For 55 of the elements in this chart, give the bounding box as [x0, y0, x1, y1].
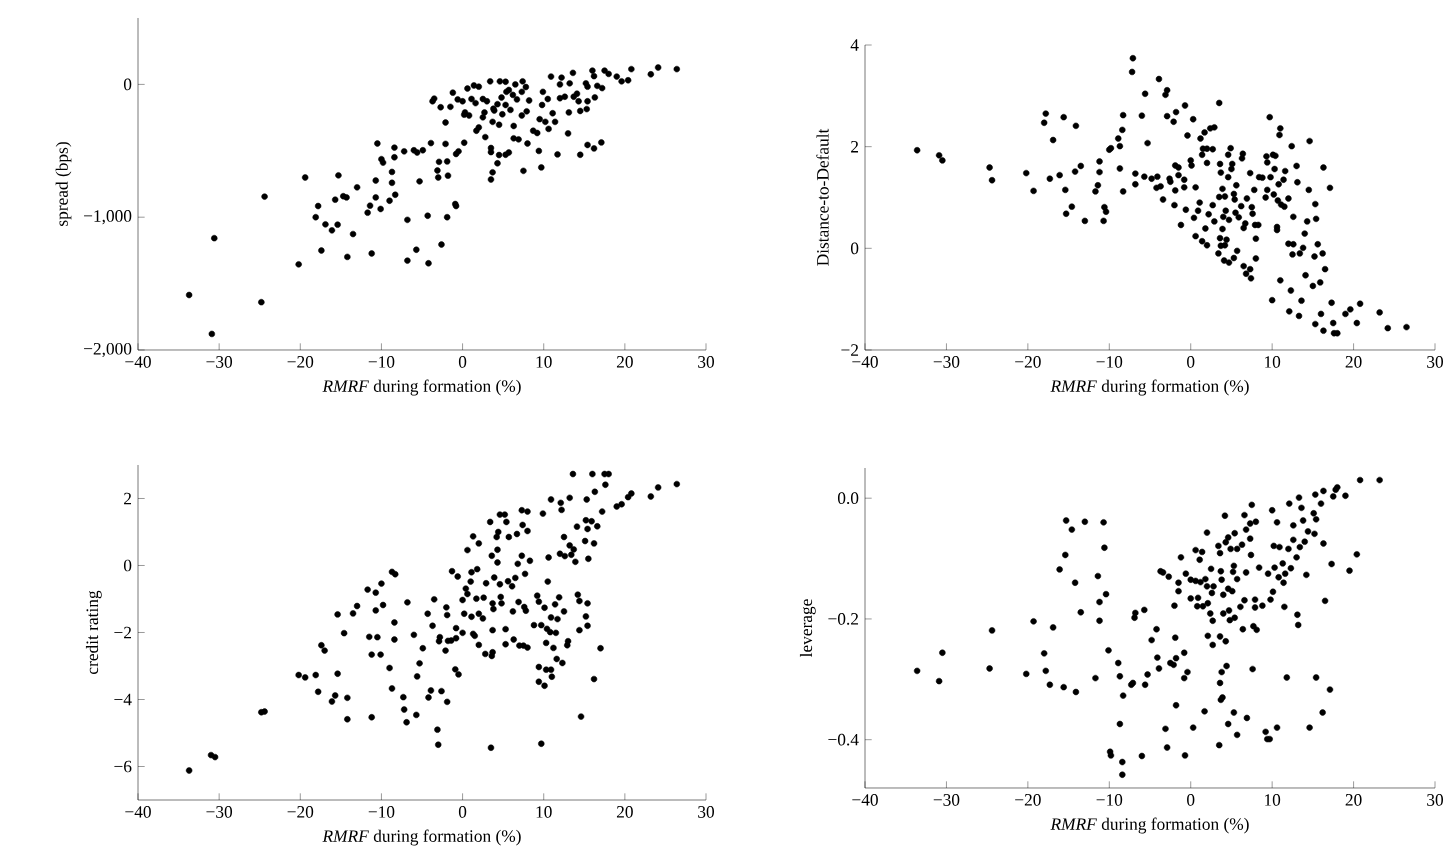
x-tick-label: 30 [1427, 356, 1444, 368]
x-tick-label: −40 [125, 356, 151, 368]
x-tick-label: 20 [1345, 794, 1362, 806]
x-tick-label: −20 [287, 356, 314, 368]
x-tick-label: 20 [616, 356, 633, 368]
y-tick-label: 2 [851, 140, 859, 153]
x-tick-label: 10 [1265, 356, 1281, 368]
x-tick-label: −30 [206, 356, 233, 368]
y-axis-title: credit rating [85, 590, 102, 674]
x-tick-label: 10 [536, 806, 552, 818]
x-tick-label: 20 [616, 806, 633, 818]
x-tick-label: 10 [536, 356, 552, 368]
x-tick-label: 30 [698, 806, 715, 818]
x-tick-label: −40 [852, 356, 878, 368]
x-tick-label: −20 [287, 806, 314, 818]
y-axis-title: Distance-to-Default [816, 128, 829, 266]
x-tick-label: −20 [1015, 356, 1041, 368]
x-tick-label: −30 [933, 356, 960, 368]
y-axis-title: leverage [799, 599, 816, 657]
x-axis-title: RMRF during formation (%) [322, 829, 521, 846]
y-tick-label: −0.4 [828, 733, 859, 746]
y-tick-label: 2 [124, 492, 132, 505]
y-tick-label: 0.0 [837, 492, 859, 505]
x-tick-label: 0 [1187, 356, 1195, 368]
x-tick-label: −30 [206, 806, 233, 818]
x-tick-label: 0 [458, 356, 467, 368]
x-tick-label: −10 [1096, 356, 1123, 368]
y-tick-label: −1,000 [84, 210, 132, 225]
y-tick-label: 0 [850, 242, 859, 255]
x-tick-label: 30 [1427, 794, 1444, 806]
x-tick-label: −40 [125, 806, 151, 818]
x-axis-title: RMRF during formation (%) [1050, 817, 1249, 834]
x-tick-label: −10 [368, 356, 395, 368]
x-tick-label: −10 [1096, 794, 1123, 806]
y-tick-label: 0 [123, 559, 132, 572]
y-tick-label: −6 [114, 760, 132, 773]
x-axis-title: RMRF during formation (%) [322, 379, 521, 396]
y-tick-label: −2 [114, 626, 132, 639]
y-tick-label: −2 [841, 344, 859, 356]
x-tick-label: 30 [698, 356, 715, 368]
y-tick-label: −4 [114, 693, 132, 706]
y-tick-label: 0 [123, 78, 132, 91]
y-tick-label: −0.2 [828, 613, 859, 625]
x-tick-label: −30 [933, 794, 960, 806]
x-tick-label: 10 [1265, 794, 1281, 806]
x-tick-label: −10 [368, 806, 395, 818]
x-tick-label: −20 [1015, 794, 1041, 806]
y-tick-label: 4 [850, 39, 859, 51]
x-tick-label: −40 [852, 794, 878, 806]
y-axis-title: spread (bps) [55, 142, 72, 226]
x-tick-label: 0 [1187, 794, 1195, 806]
y-tick-label: −2,000 [84, 342, 132, 358]
x-tick-label: 0 [458, 806, 467, 818]
x-axis-title: RMRF during formation (%) [1050, 379, 1249, 396]
x-tick-label: 20 [1345, 356, 1362, 368]
